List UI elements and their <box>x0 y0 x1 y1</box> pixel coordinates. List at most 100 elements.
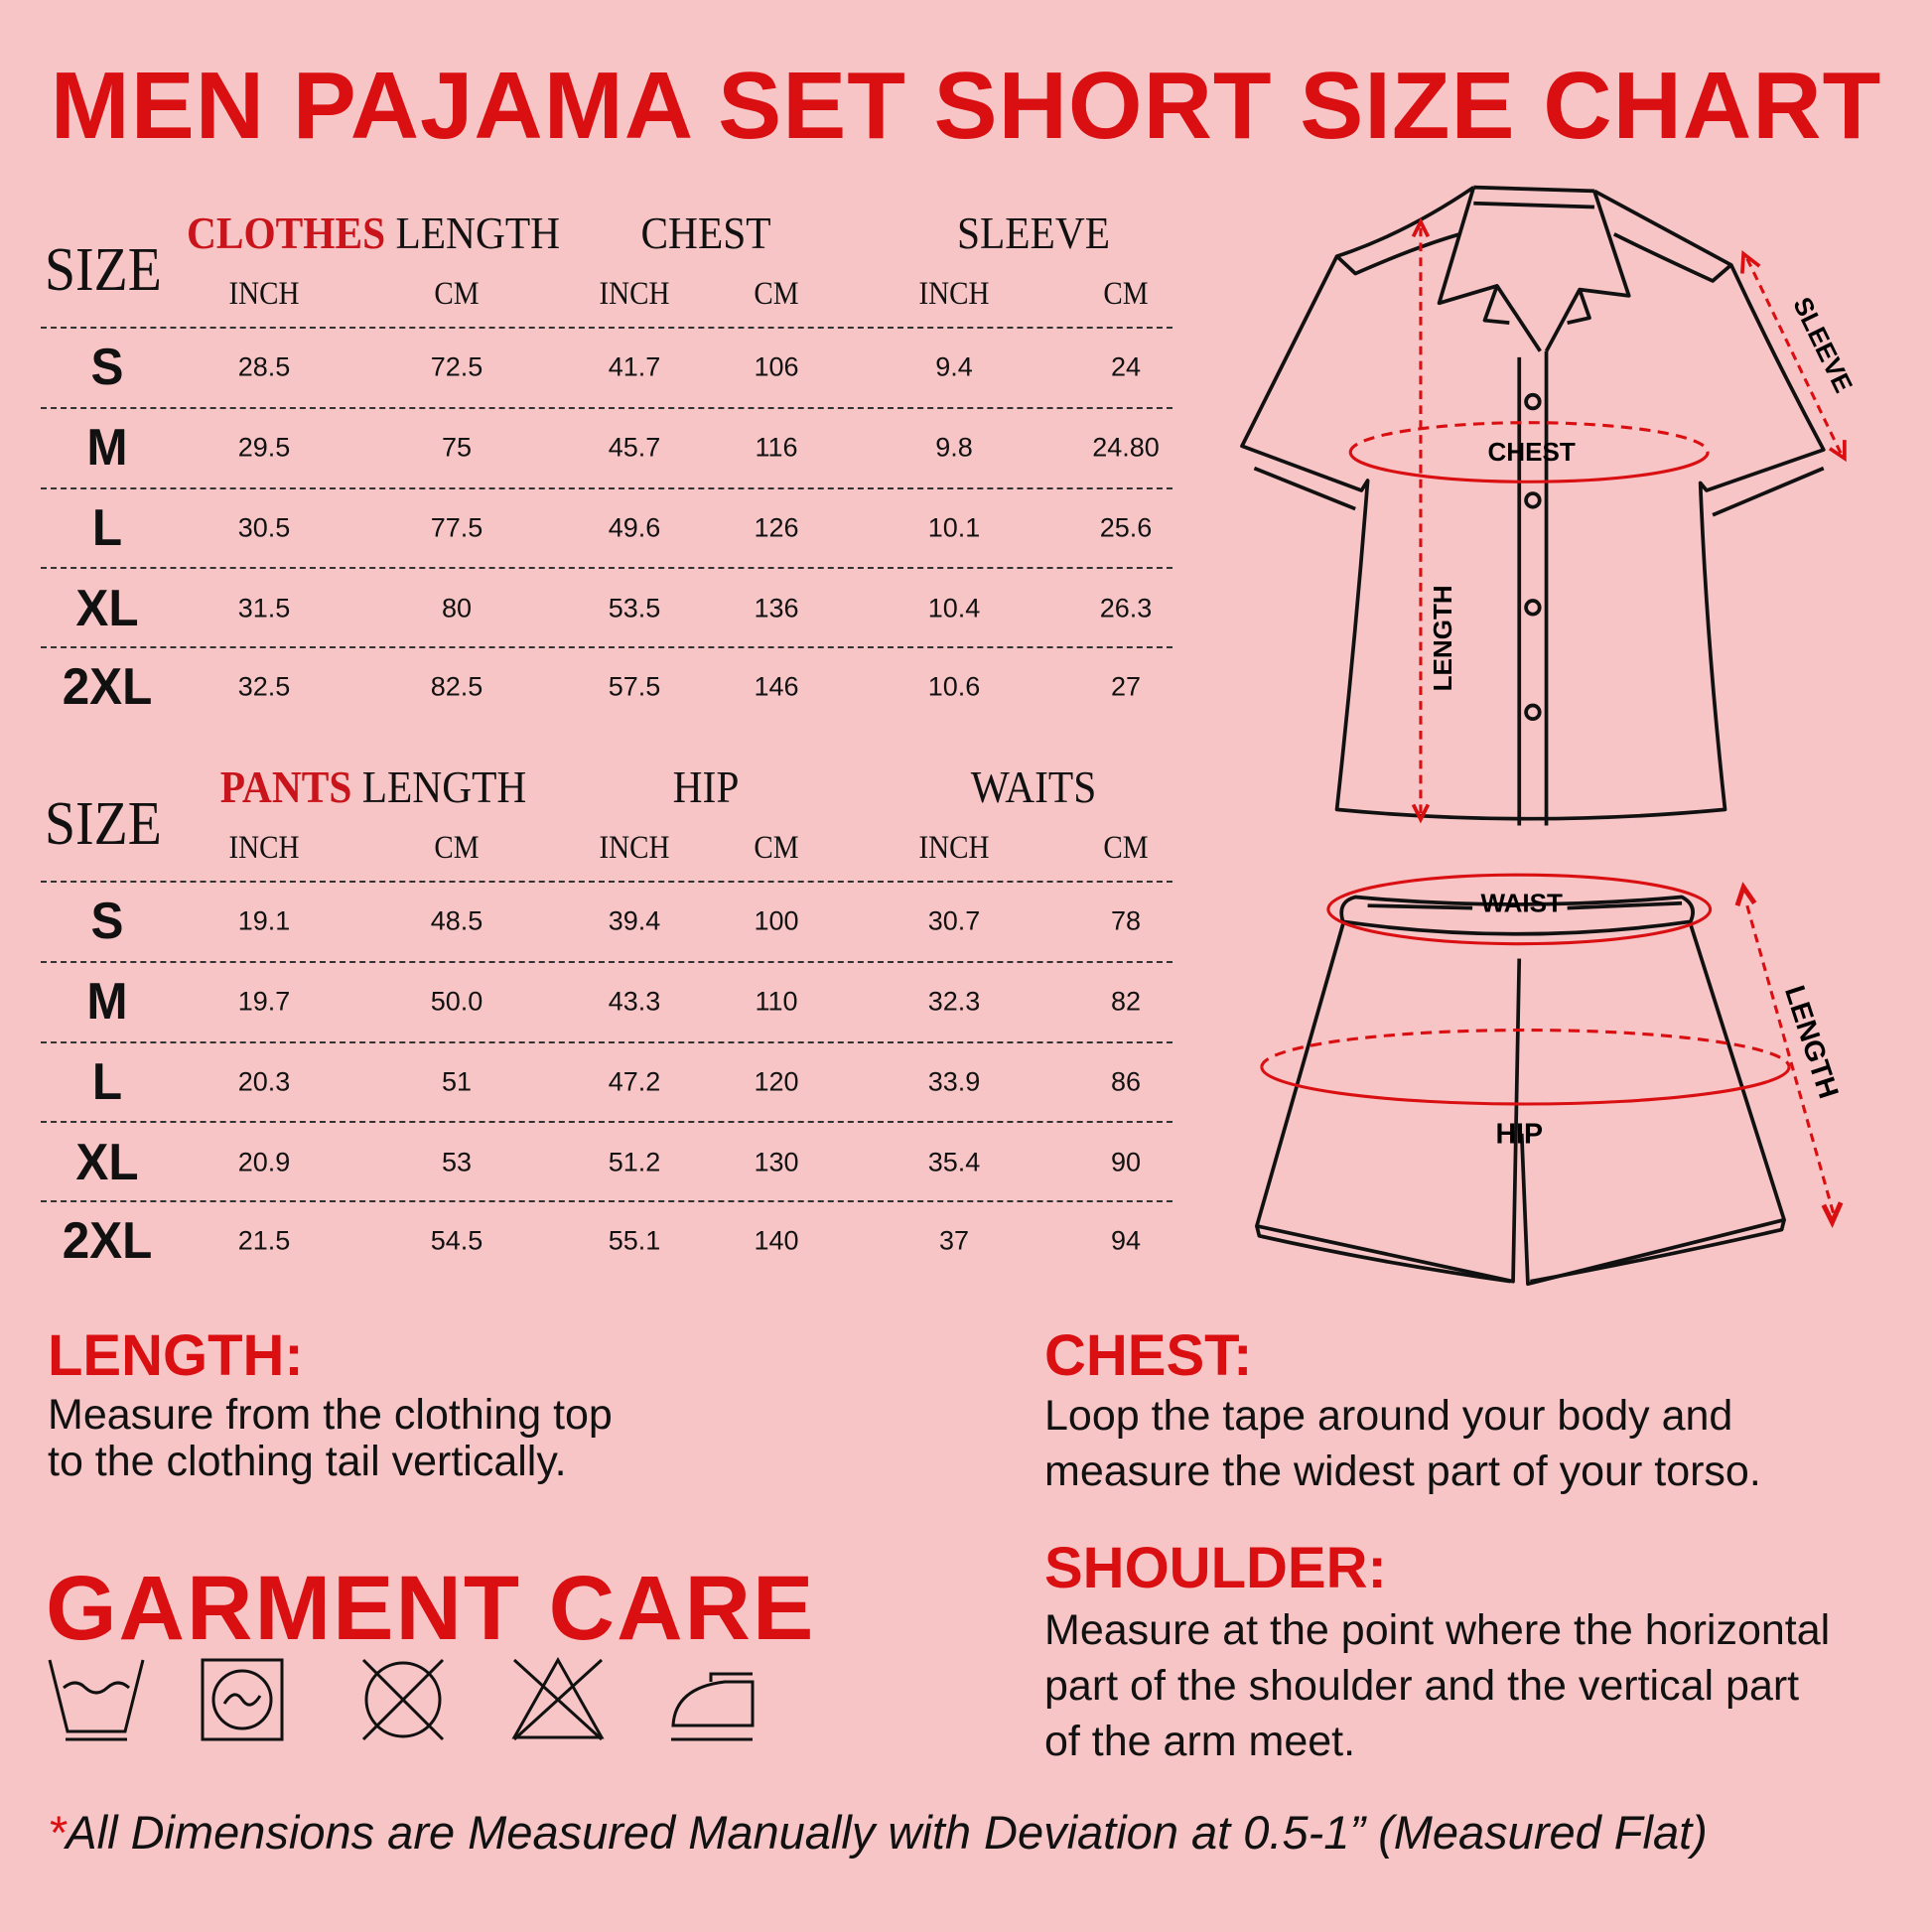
table-cell: 50.0 <box>430 986 483 1017</box>
shoulder-note-line: Measure at the point where the horizonta… <box>1044 1606 1831 1654</box>
table-cell: 116 <box>755 432 798 463</box>
row-divider <box>41 407 1173 409</box>
row-divider <box>41 1200 1173 1202</box>
chest-note-heading: CHEST: <box>1044 1323 1253 1388</box>
footer-asterisk: * <box>48 1806 67 1859</box>
hand-wash-icon <box>48 1659 145 1741</box>
shorts-waist-label: WAIST <box>1480 888 1563 917</box>
table-cell: 47.2 <box>608 1066 661 1097</box>
length-note-text: Measure from the clothing top to the clo… <box>48 1392 613 1485</box>
shoulder-note-line: part of the shoulder and the vertical pa… <box>1044 1662 1800 1710</box>
table-cell: 136 <box>754 593 799 623</box>
table-cell: 94 <box>1110 1225 1142 1256</box>
table-cell: 32.3 <box>927 986 981 1017</box>
table-cell: 106 <box>754 351 799 382</box>
column-group-header: SLEEVE <box>957 207 1110 259</box>
length-note-line: to the clothing tail vertically. <box>48 1438 567 1485</box>
table-cell: 29.5 <box>237 432 291 463</box>
table-cell: 75 <box>441 432 473 463</box>
unit-header: CM <box>754 830 799 866</box>
shoulder-note-text: Measure at the point where the horizonta… <box>1044 1602 1830 1769</box>
table-cell: 120 <box>754 1066 799 1097</box>
size-label: XL <box>75 1134 139 1191</box>
table-cell: 51 <box>441 1066 473 1097</box>
table-cell: 77.5 <box>430 512 483 543</box>
group-label: LENGTH <box>361 761 527 812</box>
pants-size-table: SIZE PANTS LENGTH HIP WAITS INCH CM INCH CM INCH… <box>41 554 1173 1270</box>
table-cell: 55.1 <box>608 1225 661 1256</box>
group-label: LENGTH <box>395 207 561 258</box>
size-label: 2XL <box>62 1212 153 1270</box>
table-cell: 146 <box>754 671 799 702</box>
iron-icon <box>671 1672 755 1741</box>
chest-note-line: measure the widest part of your torso. <box>1044 1448 1761 1495</box>
size-column-header: SIZE <box>45 790 162 858</box>
row-divider <box>41 487 1173 489</box>
table-cell: 126 <box>754 512 799 543</box>
table-cell: 78 <box>1110 905 1142 936</box>
table-cell: 32.5 <box>237 671 291 702</box>
row-divider <box>41 961 1173 963</box>
table-cell: 80 <box>441 593 473 623</box>
page-title: MEN PAJAMA SET SHORT SIZE CHART <box>50 53 1882 159</box>
table-cell: 25.6 <box>1099 512 1153 543</box>
unit-header: CM <box>434 830 480 866</box>
size-label: L <box>91 499 123 557</box>
row-divider <box>41 567 1173 569</box>
table-cell: 37 <box>938 1225 970 1256</box>
table-cell: 21.5 <box>237 1225 291 1256</box>
table-cell: 41.7 <box>608 351 661 382</box>
row-divider <box>41 327 1173 329</box>
shoulder-note-line: of the arm meet. <box>1044 1718 1356 1765</box>
table-cell: 45.7 <box>608 432 661 463</box>
table-cell: 100 <box>754 905 799 936</box>
column-group-header: WAITS <box>971 760 1096 813</box>
length-note-heading: LENGTH: <box>48 1323 304 1388</box>
table-cell: 19.7 <box>237 986 291 1017</box>
table-cell: 51.2 <box>608 1147 661 1177</box>
unit-header: INCH <box>599 830 670 866</box>
shoulder-note-heading: SHOULDER: <box>1044 1536 1387 1600</box>
table-cell: 9.8 <box>935 432 973 463</box>
shirt-measure-lines <box>1348 217 1847 824</box>
group-prefix: CLOTHES <box>186 207 386 258</box>
table-cell: 90 <box>1110 1147 1142 1177</box>
shirt-sleeve-label: SLEEVE <box>1787 293 1859 398</box>
table-cell: 72.5 <box>430 351 483 382</box>
shirt-chest-label: CHEST <box>1488 437 1576 467</box>
shirt-illustration <box>1240 185 1826 826</box>
table-cell: 82.5 <box>430 671 483 702</box>
column-group-header: CHEST <box>640 207 770 259</box>
group-label: CHEST <box>640 207 771 258</box>
do-not-bleach-icon <box>511 1656 605 1741</box>
table-cell: 43.3 <box>608 986 661 1017</box>
table-cell: 48.5 <box>430 905 483 936</box>
unit-header: INCH <box>228 830 300 866</box>
clothes-size-table: SIZE CLOTHES LENGTH CHEST SLEEVE INCH CM INCH C… <box>41 0 1173 716</box>
table-cell: 30.7 <box>927 905 981 936</box>
table-cell: 39.4 <box>608 905 661 936</box>
size-label: S <box>90 339 124 396</box>
unit-header: INCH <box>228 276 300 312</box>
table-cell: 26.3 <box>1099 593 1153 623</box>
unit-header: CM <box>1103 276 1149 312</box>
table-cell: 24 <box>1110 351 1142 382</box>
size-label: M <box>86 419 128 477</box>
table-cell: 20.9 <box>237 1147 291 1177</box>
table-cell: 28.5 <box>237 351 291 382</box>
group-label: HIP <box>672 761 740 812</box>
do-not-dry-clean-icon <box>361 1658 445 1741</box>
table-cell: 53.5 <box>608 593 661 623</box>
row-divider <box>41 881 1173 883</box>
table-cell: 27 <box>1110 671 1142 702</box>
table-cell: 130 <box>754 1147 799 1177</box>
table-cell: 31.5 <box>237 593 291 623</box>
table-cell: 140 <box>754 1225 799 1256</box>
group-label: WAITS <box>970 761 1097 812</box>
column-group-header: CLOTHES LENGTH <box>187 207 560 259</box>
shorts-length-label: LENGTH <box>1778 982 1845 1102</box>
table-cell: 19.1 <box>237 905 291 936</box>
footer-text: All Dimensions are Measured Manually wit… <box>66 1806 1708 1859</box>
table-cell: 86 <box>1110 1066 1142 1097</box>
